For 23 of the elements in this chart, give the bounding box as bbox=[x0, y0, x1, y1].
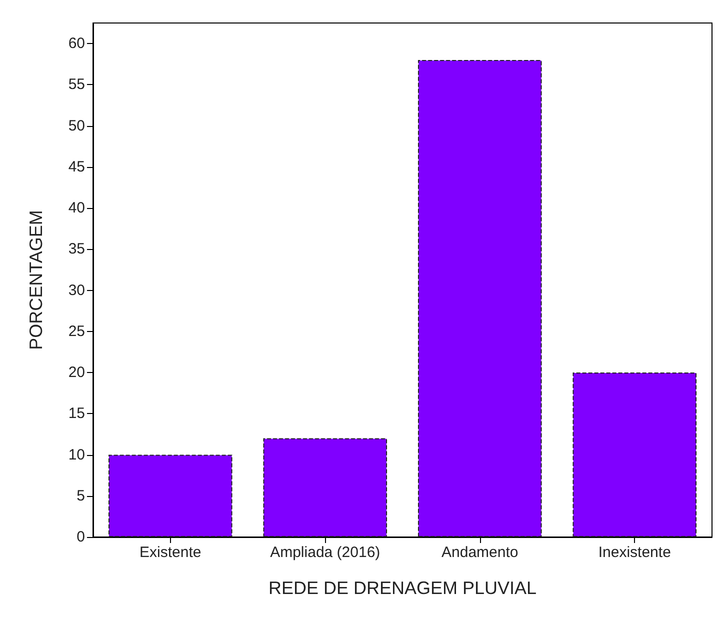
y-tick-label: 55 bbox=[68, 76, 85, 94]
x-tick-label: Ampliada (2016) bbox=[270, 544, 380, 561]
y-tick-label: 15 bbox=[68, 405, 85, 422]
y-tick-label: 25 bbox=[68, 322, 85, 340]
bar bbox=[263, 438, 388, 537]
x-tick-label: Inexistente bbox=[598, 544, 671, 561]
y-tick-label: 50 bbox=[68, 117, 85, 134]
y-tick-label: 60 bbox=[68, 35, 85, 52]
y-tick-label: 30 bbox=[68, 282, 85, 299]
y-tick-label: 20 bbox=[68, 364, 85, 382]
y-tick-label: 10 bbox=[68, 446, 85, 464]
x-axis-title: REDE DE DRENAGEM PLUVIAL bbox=[268, 578, 537, 598]
y-tick-label: 40 bbox=[68, 200, 85, 217]
y-tick-label: 35 bbox=[68, 240, 85, 258]
bar bbox=[572, 372, 697, 537]
y-tick-label: 0 bbox=[76, 528, 85, 546]
x-tick-label: Existente bbox=[140, 544, 202, 561]
bar bbox=[418, 60, 542, 537]
bar bbox=[108, 454, 232, 537]
y-axis-title: PORCENTAGEM bbox=[26, 210, 46, 350]
y-tick-label: 5 bbox=[76, 487, 85, 504]
y-tick-label: 45 bbox=[68, 158, 85, 176]
x-tick-label: Andamento bbox=[442, 544, 518, 561]
